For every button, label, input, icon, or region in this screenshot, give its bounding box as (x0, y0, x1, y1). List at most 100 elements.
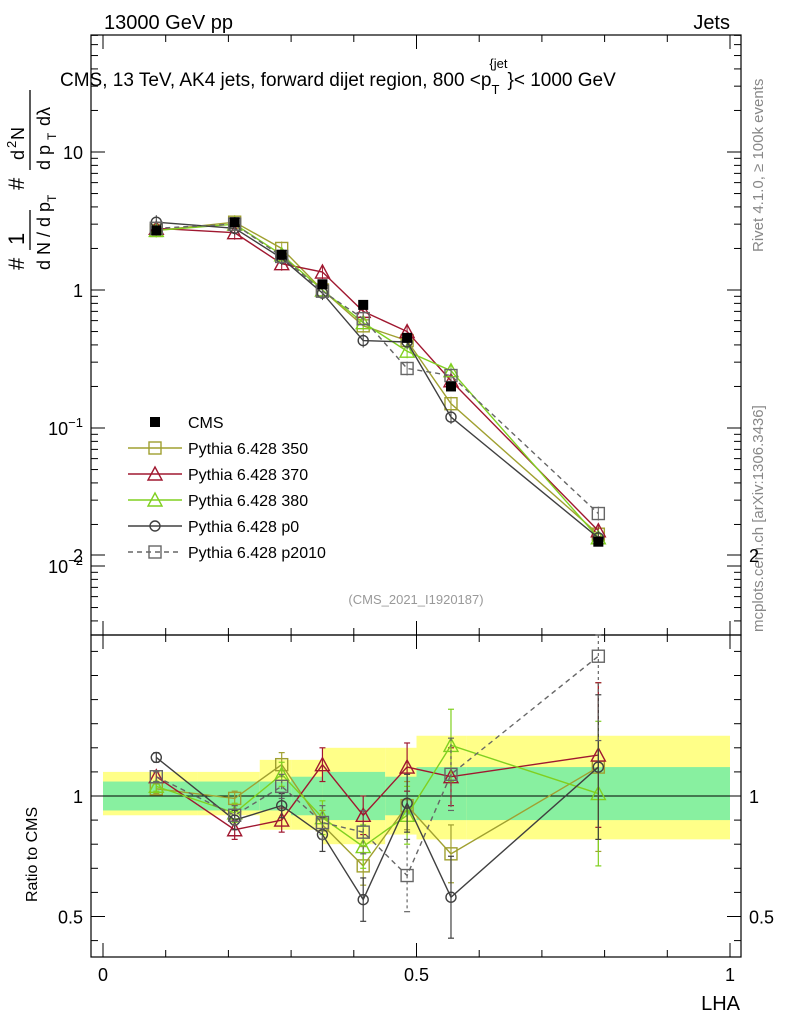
series-line (156, 227, 599, 532)
legend-marker (146, 491, 164, 507)
ratio-point (227, 808, 242, 822)
ratio-point (314, 756, 331, 772)
legend-marker (148, 545, 162, 559)
ratio-point (591, 649, 606, 663)
ratio-point (398, 758, 416, 774)
data-point (445, 381, 456, 392)
data-point (317, 279, 328, 290)
ratio-line (155, 754, 599, 831)
data-point (402, 332, 413, 343)
svg-text:1: 1 (4, 233, 29, 245)
x-axis-label: LHA (701, 993, 741, 1015)
ratio-line (155, 756, 599, 902)
title-main: CMS, 13 TeV, AK4 jets, forward dijet reg… (60, 70, 491, 91)
legend: CMS Pythia 6.428 350 Pythia 6.428 370 Pythi… (128, 415, 326, 562)
ratio-point (592, 761, 605, 773)
ratio-point (150, 751, 162, 764)
series-point (273, 255, 290, 271)
series-line (156, 221, 599, 539)
y-axis-label-ratio: Ratio to CMS (24, 807, 41, 902)
legend-marker (149, 520, 161, 532)
ratio-point (275, 799, 288, 812)
ratio-point (274, 779, 289, 794)
energy-label: 13000 GeV pp (104, 12, 233, 34)
ratio-point (357, 893, 369, 906)
svg-text:#: # (4, 177, 29, 190)
ratio-point (401, 797, 413, 809)
x-tick-label: 0.5 (404, 965, 429, 985)
ratio-tick-label-right: 1 (749, 787, 759, 807)
axes: 0 0.5 1 10−2 10−1 1 10 0.5 0.5 1 1 2 2 (48, 34, 774, 985)
legend-label: Pythia 6.428 370 (188, 467, 308, 484)
svg-text:d: d (8, 150, 28, 160)
ratio-tick-label-right: 2 (749, 546, 759, 566)
ratio-point (355, 806, 372, 822)
series-point (398, 342, 416, 358)
ratio-point (400, 868, 414, 883)
y-label-main-text: 1/N dN/dp_T dλ (49, 143, 51, 150)
ratio-point (444, 767, 458, 782)
ratio-line (156, 763, 599, 867)
chart-title: CMS, 13 TeV, AK4 jets, forward dijet reg… (60, 56, 616, 97)
data-point (358, 299, 369, 310)
mcplots-label: mcplots.cern.ch [arXiv:1306.3436] (750, 405, 767, 632)
ratio-tick-label: 2 (73, 546, 83, 566)
series-line (156, 223, 599, 539)
series-point (445, 411, 457, 423)
x-tick-label: 0 (98, 965, 108, 985)
title-sub: T (491, 82, 499, 97)
svg-text:T: T (45, 194, 59, 202)
series-line (156, 221, 599, 535)
legend-marker (146, 465, 164, 481)
ratio-point (273, 811, 290, 827)
data-point (593, 536, 604, 547)
title-sup: {jet (489, 56, 507, 71)
ratio-line (155, 655, 599, 877)
ratio-tick-label: 1 (73, 787, 83, 807)
svg-text:d N / d p: d N / d p (34, 202, 54, 270)
legend-label: Pythia 6.428 p2010 (188, 545, 326, 562)
legend-marker (148, 441, 162, 455)
legend-label: Pythia 6.428 380 (188, 493, 308, 510)
ratio-bands (91, 735, 741, 845)
analysis-label: (CMS_2021_I1920187) (348, 592, 483, 607)
series-point (314, 263, 331, 279)
legend-label: Pythia 6.428 p0 (188, 519, 299, 536)
ratio-point (149, 770, 163, 784)
series-point (400, 361, 414, 376)
data-point (151, 225, 162, 236)
ratio-line (156, 744, 599, 848)
ratio-point (226, 821, 243, 837)
svg-text:2: 2 (4, 141, 19, 148)
svg-text:N: N (8, 127, 28, 140)
series-point (444, 396, 458, 411)
y-axis-label-main: # 1 # d 2 N d N / d p T d p T dλ 1/N dN/… (4, 90, 59, 270)
svg-text:d p: d p (34, 145, 54, 170)
ratio-point (315, 815, 330, 830)
ratio-series (148, 634, 607, 939)
legend-label: Pythia 6.428 350 (188, 441, 308, 458)
title-end: }< 1000 GeV (507, 70, 616, 91)
category-label: Jets (693, 12, 730, 34)
y-tick-label: 10 (63, 143, 83, 163)
series-point (356, 311, 370, 326)
series-point (357, 334, 369, 347)
svg-text:dλ: dλ (34, 107, 54, 126)
y-tick-label: 10−2 (48, 553, 83, 577)
x-tick-label: 1 (725, 965, 735, 985)
main-series (148, 215, 607, 547)
data-point (276, 249, 287, 260)
legend-label-data: CMS (188, 415, 224, 432)
rivet-label: Rivet 4.1.0, ≥ 100k events (750, 79, 767, 252)
ratio-point (148, 777, 165, 794)
legend-marker-data (150, 417, 160, 427)
series-point (591, 506, 606, 521)
ratio-point (445, 891, 457, 903)
ratio-point (356, 825, 370, 839)
y-tick-label: 10−1 (48, 415, 83, 439)
svg-text:T: T (45, 132, 59, 140)
svg-text:#: # (4, 257, 29, 270)
data-point (229, 217, 240, 228)
ratio-tick-label: 0.5 (58, 908, 83, 928)
